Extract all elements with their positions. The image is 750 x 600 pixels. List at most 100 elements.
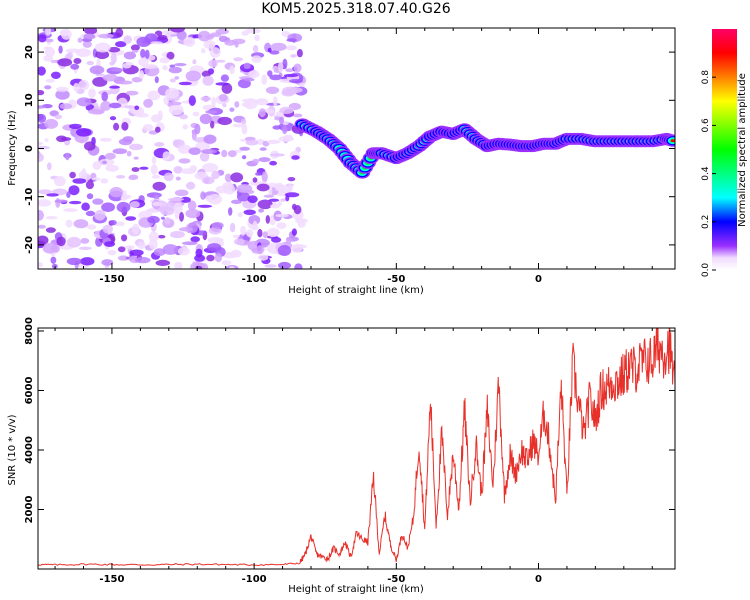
noise-blobs [38,28,308,269]
noise-blob [50,256,57,264]
noise-blob [44,118,59,129]
noise-blob [55,197,61,208]
noise-blob [245,28,261,34]
noise-blob [159,57,170,64]
noise-blob [110,220,117,226]
noise-blob [147,90,160,101]
noise-blob [109,116,117,121]
noise-blob [291,244,303,253]
noise-blob [121,234,128,242]
x-tick-label: 0 [535,274,542,285]
noise-blob [211,170,220,180]
noise-blob [243,209,256,216]
noise-blob [240,225,247,236]
noise-blob [269,74,283,81]
noise-blob [65,219,73,228]
noise-blob [280,198,287,202]
noise-blob [123,51,136,60]
noise-blob [155,126,161,133]
noise-blob [201,176,215,185]
noise-blob [138,57,149,67]
noise-blob [267,70,273,77]
x-tick-label: -50 [387,274,405,285]
noise-blob [98,33,114,39]
noise-blob [78,246,92,250]
noise-blob [202,75,214,86]
noise-blob [205,110,218,114]
noise-blob [209,47,221,58]
noise-blob [243,62,251,69]
noise-blob [38,113,47,123]
noise-blob [80,238,90,244]
noise-blob [291,228,297,236]
noise-blob [139,166,149,170]
noise-blob [229,222,236,233]
noise-blob [277,245,292,256]
noise-blob [102,160,107,165]
y-tick-label: 2000 [24,496,35,524]
noise-blob [224,173,232,183]
noise-blob [150,164,158,175]
noise-blob [94,209,106,221]
noise-blob [154,142,165,147]
noise-blob [45,216,58,220]
noise-blob [228,207,233,216]
noise-blob [233,238,246,245]
noise-blob [288,79,303,84]
noise-blob [59,103,73,110]
noise-blob [285,68,294,73]
noise-blob [252,220,258,230]
noise-blob [200,96,212,102]
noise-blob [217,116,232,126]
noise-blob [38,66,46,76]
noise-blob [76,128,92,137]
noise-blob [179,211,184,222]
noise-blob [112,148,128,155]
noise-blob [56,236,66,247]
colorbar-gradient [712,29,737,270]
noise-blob [241,30,249,36]
noise-blob [101,259,114,266]
noise-blob [237,212,243,218]
noise-blob [265,215,270,224]
noise-blob [113,122,120,131]
noise-blob [174,63,187,67]
noise-blob [125,90,139,96]
noise-blob [236,184,253,193]
noise-blob [173,166,183,174]
noise-blob [241,155,247,160]
noise-blob [84,28,98,35]
noise-blob [86,193,94,200]
noise-blob [110,52,117,64]
noise-blob [185,208,201,219]
noise-blob [286,87,303,93]
noise-blob [65,152,70,161]
noise-blob [266,139,281,144]
noise-blob [169,28,185,33]
y-tick-label: 6000 [24,377,35,405]
noise-blob [168,197,184,202]
colorbar-tick-label: 0.8 [701,70,711,85]
noise-blob [221,149,228,158]
noise-blob [218,94,228,102]
noise-blob [125,216,137,221]
snr-panel: -150 -100 -50 0 2000 4000 6000 8000 Height of … [7,317,676,595]
noise-blob [129,143,143,151]
noise-blob [208,59,219,68]
noise-blob [220,74,229,82]
noise-blob [107,46,121,53]
noise-blob [117,255,129,261]
noise-blob [104,241,116,248]
noise-blob [201,263,209,269]
noise-blob [89,65,105,75]
noise-blob [234,101,240,108]
noise-blob [54,114,63,120]
noise-blob [152,201,163,207]
noise-blob [66,236,82,248]
noise-blob [38,141,43,146]
noise-blob [207,194,223,205]
noise-blob [131,167,140,172]
noise-blob [144,49,150,60]
noise-blob [257,199,273,210]
